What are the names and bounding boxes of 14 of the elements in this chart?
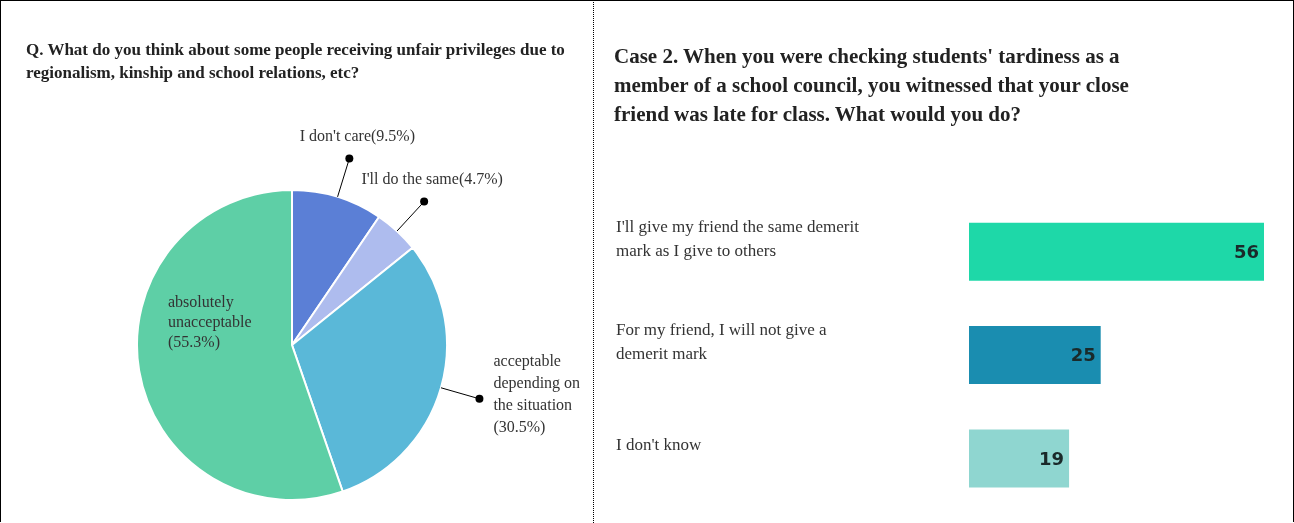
slice-label: acceptable depending on the situation (493, 351, 581, 413)
y-tick-label: I'll give my friend the same demerit mark as I give to others (616, 216, 860, 260)
data-label: 56 (1233, 241, 1259, 263)
chart-title: Q. What do you think about some people receiving unfair privileges due to regionalism, kinship and school relations, etc? (26, 39, 566, 84)
chart-title: Case 2. When you were checking students' tardiness as a member of a school council, you witnessed that your close friend was late for class. What would you do? (614, 43, 1130, 128)
slice-label: I don't care(9.5%) (299, 126, 415, 145)
data-label: 19 (1039, 447, 1065, 469)
y-tick-label: For my friend, I will not give a demerit mark (616, 320, 828, 363)
data-label: 25 (1070, 344, 1096, 366)
data-label: (30.5%) (493, 417, 546, 436)
y-tick-label: I don't know (616, 435, 702, 455)
data-label: (55.3%) (168, 333, 220, 351)
slice-label: absolutely unacceptable (168, 293, 252, 331)
slice-label: I'll do the same(4.7%) (361, 169, 503, 188)
